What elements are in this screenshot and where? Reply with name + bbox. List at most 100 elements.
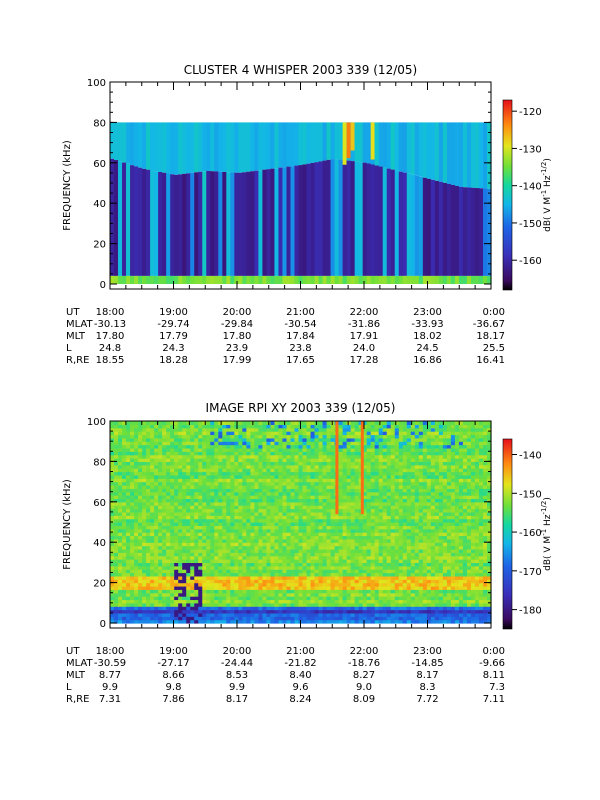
spectrogram-cell bbox=[110, 565, 115, 570]
spectrogram-cell bbox=[422, 484, 428, 489]
spectrogram-cell bbox=[470, 562, 476, 567]
spectrogram-cell bbox=[322, 481, 328, 486]
spectrogram-cell bbox=[134, 166, 139, 276]
spectrogram-cell bbox=[442, 464, 448, 469]
spectrogram-cell bbox=[238, 616, 243, 621]
spectrogram-cell bbox=[138, 612, 143, 617]
spectrogram-cell bbox=[286, 518, 292, 523]
spectrogram-cell bbox=[262, 275, 268, 284]
spectrogram-cell bbox=[242, 172, 247, 276]
spectrogram-cell bbox=[110, 525, 115, 530]
spectrogram-cell bbox=[306, 612, 312, 617]
spectrogram-cell bbox=[374, 585, 380, 590]
spectrogram-cell bbox=[326, 545, 332, 550]
spectrogram-cell bbox=[402, 592, 408, 597]
spectrogram-cell bbox=[330, 468, 336, 473]
spectrogram-cell bbox=[210, 495, 215, 500]
spectrogram-cell bbox=[302, 575, 308, 580]
spectrogram-cell bbox=[430, 474, 436, 479]
spectrogram-cell bbox=[394, 522, 400, 526]
spectrogram-cell bbox=[378, 535, 384, 540]
spectrogram-cell bbox=[142, 498, 147, 503]
spectrogram-cell bbox=[374, 505, 380, 510]
spectrogram-cell bbox=[270, 565, 276, 570]
spectrogram-cell bbox=[346, 532, 352, 537]
spectrogram-cell bbox=[274, 538, 280, 543]
spectrogram-cell bbox=[206, 122, 211, 171]
spectrogram-cell bbox=[414, 619, 420, 624]
spectrogram-cell bbox=[294, 538, 300, 543]
spectrogram-cell bbox=[438, 548, 444, 553]
spectrogram-cell bbox=[422, 177, 428, 276]
spectrogram-cell bbox=[198, 589, 203, 594]
spectrogram-cell bbox=[310, 484, 316, 489]
spectrogram-cell bbox=[210, 619, 215, 624]
spectrogram-cell bbox=[382, 596, 388, 601]
spectrogram-cell bbox=[418, 562, 424, 567]
spectrogram-cell bbox=[162, 501, 167, 506]
spectrogram-cell bbox=[210, 461, 215, 466]
spectrogram-cell bbox=[174, 495, 179, 500]
spectrogram-cell bbox=[134, 552, 139, 557]
spectrogram-cell bbox=[210, 528, 215, 533]
spectrogram-cell bbox=[466, 491, 472, 496]
spectrogram-cell bbox=[390, 491, 396, 496]
spectrogram-cell bbox=[306, 545, 312, 550]
spectrogram-cell bbox=[366, 612, 372, 617]
spectrogram-cell bbox=[122, 468, 127, 473]
spectrogram-cell bbox=[222, 548, 227, 553]
spectrogram-cell bbox=[278, 484, 284, 489]
spectrogram-cell bbox=[378, 525, 384, 530]
spectrogram-cell bbox=[438, 495, 444, 500]
spectrogram-cell bbox=[406, 538, 412, 543]
spectrogram-cell bbox=[230, 528, 235, 533]
spectrogram-cell bbox=[430, 528, 436, 533]
spectrogram-cell bbox=[230, 606, 235, 611]
spectrogram-cell bbox=[234, 616, 239, 621]
spectrogram-cell bbox=[418, 478, 424, 483]
spectrogram-cell bbox=[222, 461, 227, 466]
spectrogram-cell bbox=[434, 528, 440, 533]
spectrogram-cell bbox=[298, 505, 304, 510]
spectrogram-cell bbox=[466, 575, 472, 580]
spectrogram-cell bbox=[358, 579, 364, 584]
spectrogram-cell bbox=[410, 596, 416, 601]
spectrogram-cell bbox=[254, 511, 259, 516]
spectrogram-cell bbox=[426, 552, 432, 557]
spectrogram-cell bbox=[206, 275, 211, 284]
spectrogram-cell bbox=[278, 548, 284, 553]
spectrogram-cell bbox=[426, 498, 432, 503]
spectrogram-cell bbox=[406, 579, 412, 584]
spectrogram-cell bbox=[454, 515, 460, 520]
spectrogram-cell bbox=[214, 579, 219, 584]
spectrogram-cell bbox=[218, 275, 223, 284]
spectrogram-cell bbox=[162, 562, 167, 567]
spectrogram-cell bbox=[266, 569, 272, 574]
spectrogram-cell bbox=[350, 585, 356, 590]
spectrogram-cell bbox=[286, 565, 292, 570]
spectrogram-cell bbox=[150, 542, 155, 547]
spectrogram-cell bbox=[322, 589, 328, 594]
spectrogram-cell bbox=[266, 555, 272, 560]
spectrogram-cell bbox=[186, 565, 191, 570]
spectrogram-cell bbox=[238, 552, 243, 557]
spectrogram-cell bbox=[438, 562, 444, 567]
spectrogram-cell bbox=[166, 585, 171, 590]
spectrogram-cell bbox=[226, 471, 231, 476]
spectrogram-cell bbox=[478, 522, 484, 526]
spectrogram-cell bbox=[474, 579, 480, 584]
spectrogram-cell bbox=[414, 505, 420, 510]
spectrogram-cell bbox=[198, 609, 203, 614]
spectrogram-cell bbox=[478, 495, 484, 500]
spectrogram-cell bbox=[398, 535, 404, 540]
spectrogram-cell bbox=[334, 535, 340, 540]
spectrogram-cell bbox=[298, 602, 304, 607]
spectrogram-cell bbox=[426, 471, 432, 476]
spectrogram-cell bbox=[170, 565, 175, 570]
spectrogram-cell bbox=[474, 275, 480, 284]
spectrogram-cell bbox=[226, 172, 231, 276]
spectrogram-cell bbox=[394, 275, 400, 284]
spectrogram-cell bbox=[198, 528, 203, 533]
spectrogram-cell bbox=[234, 275, 239, 284]
spectrogram-cell bbox=[110, 522, 115, 526]
